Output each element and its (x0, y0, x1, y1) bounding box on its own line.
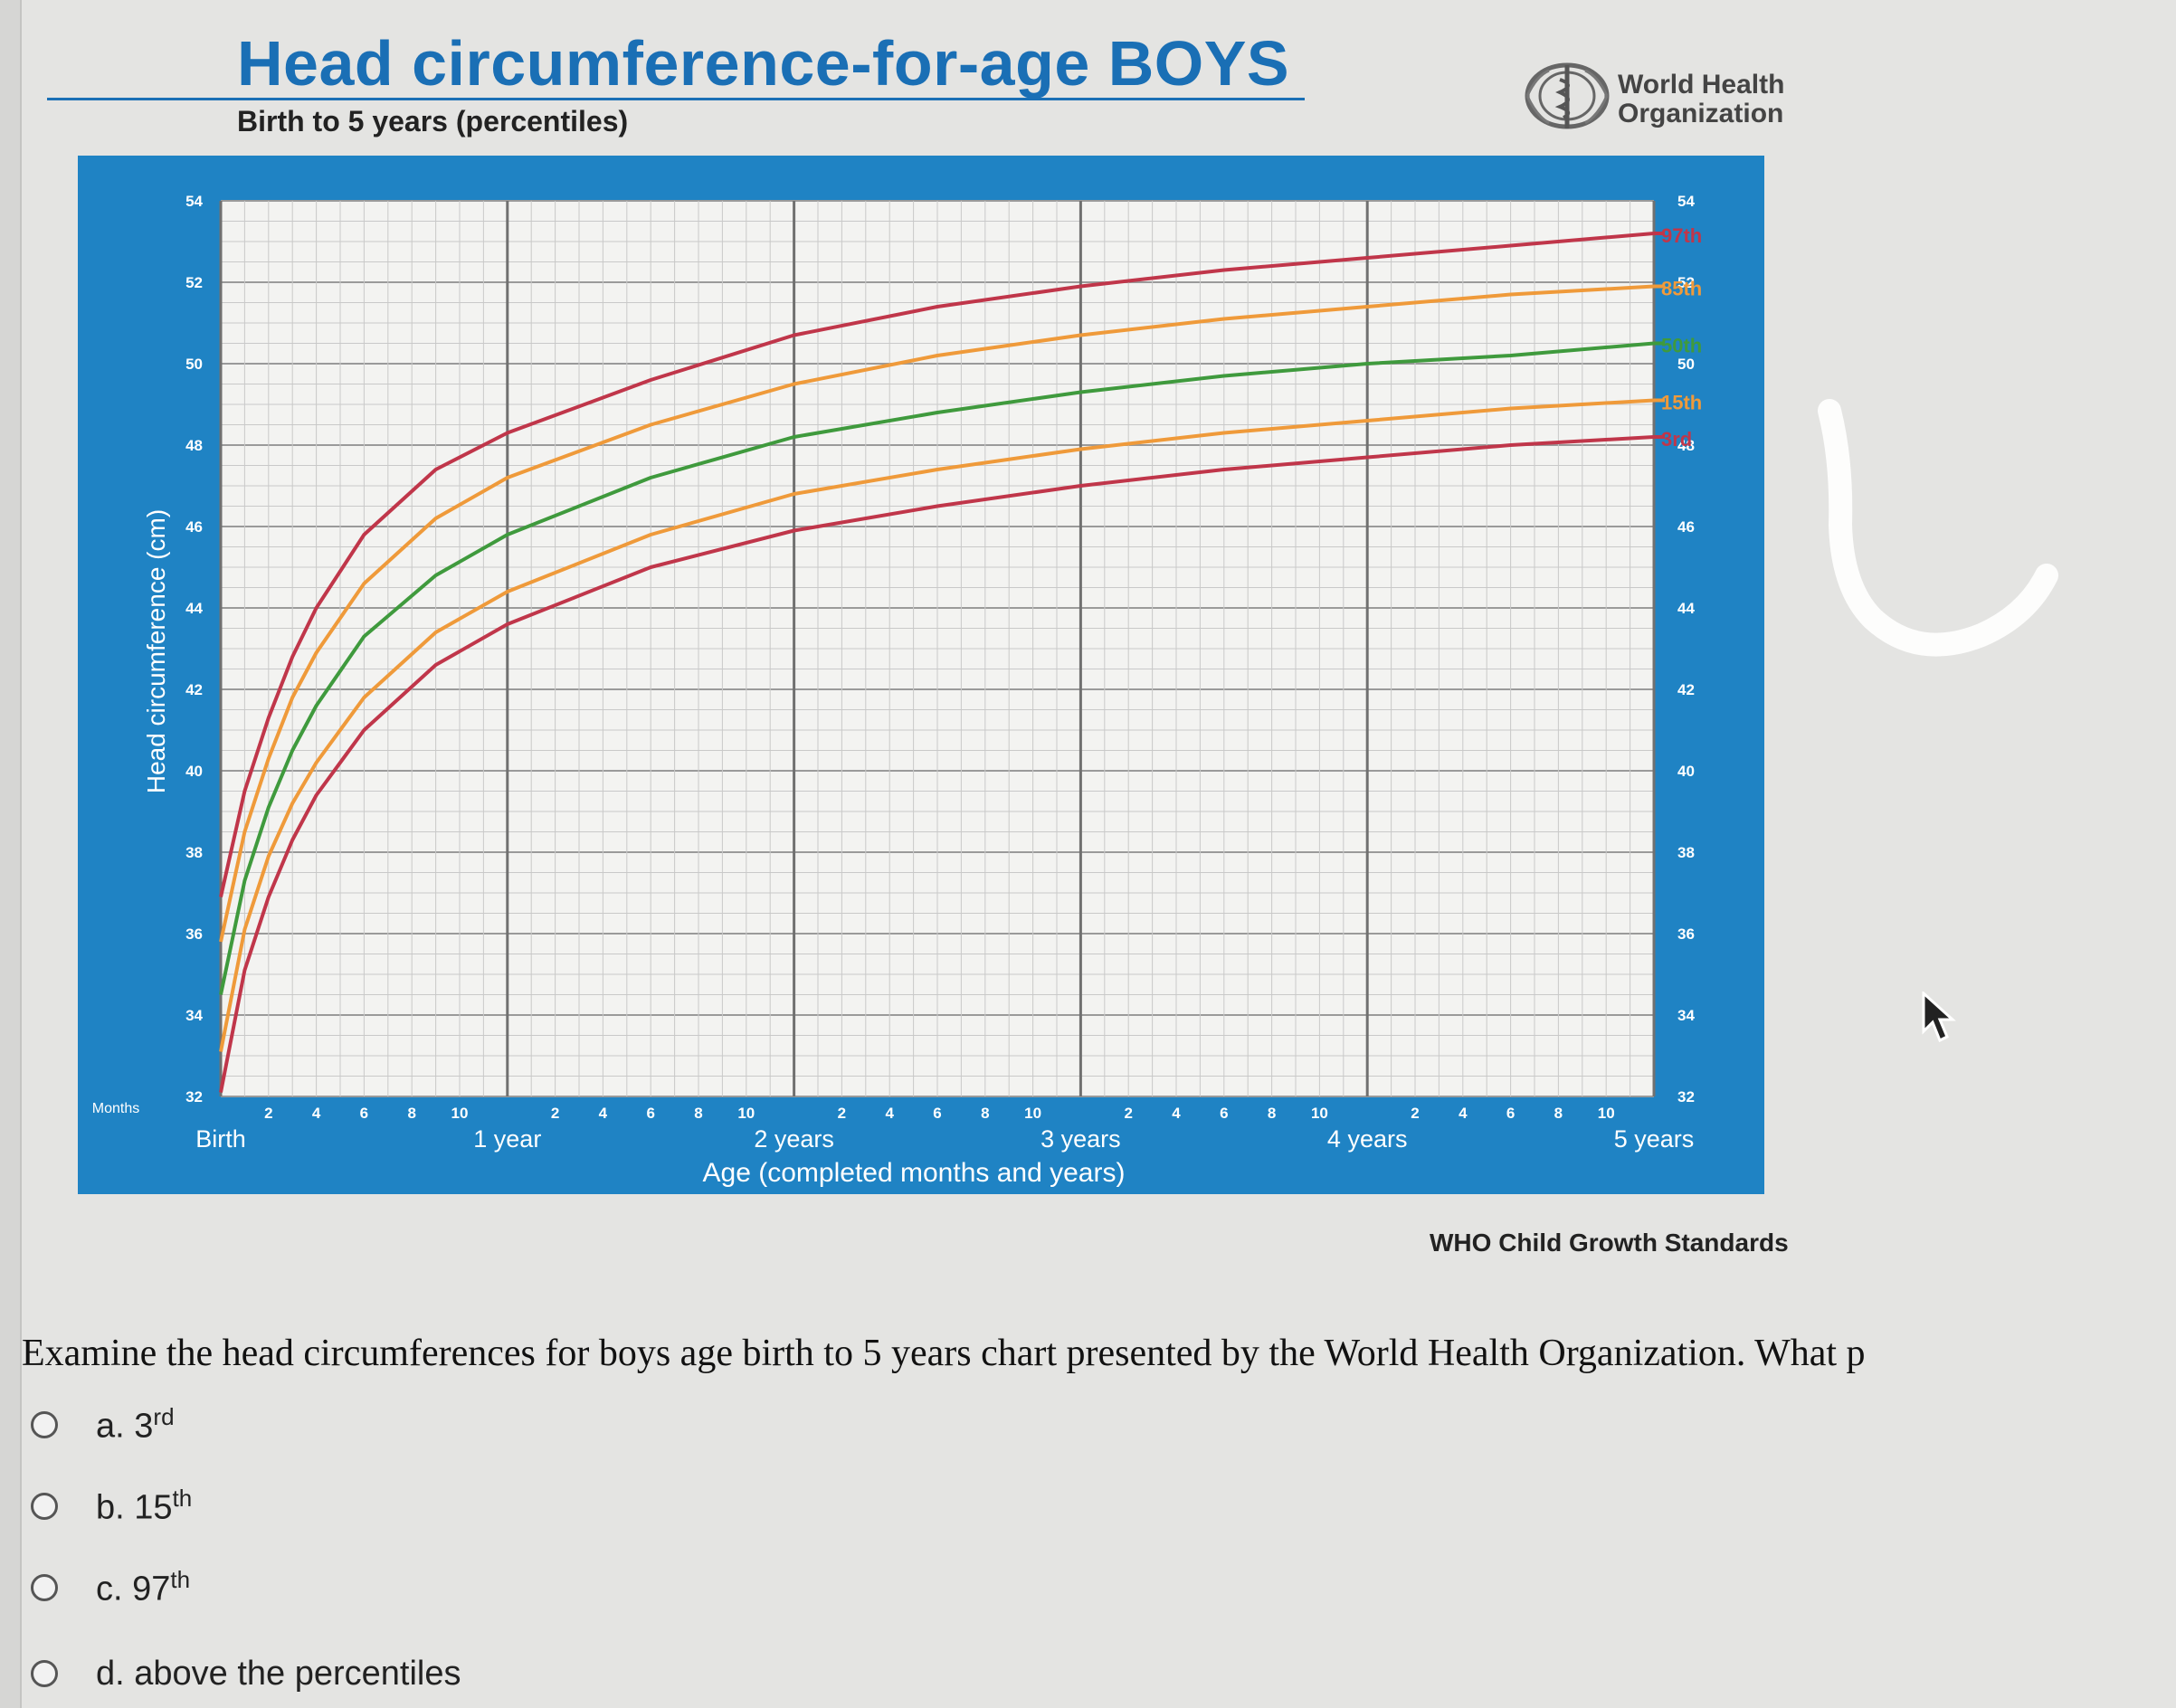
y-tick-label-right: 40 (1677, 763, 1695, 780)
answer-label-c: c. 97th (96, 1566, 191, 1608)
series-label-97th: 97th (1661, 224, 1702, 247)
x-tick-label: 6 (1506, 1105, 1515, 1122)
x-tick-label: 10 (451, 1105, 469, 1122)
y-tick-label-right: 38 (1677, 844, 1695, 861)
answer-option-a[interactable]: a. 3rd (31, 1398, 175, 1452)
x-tick-label: 2 (264, 1105, 272, 1122)
y-tick-label-right: 44 (1677, 600, 1695, 617)
year-label: Birth (195, 1125, 246, 1153)
organization-name: World Health Organization (1618, 71, 1784, 128)
x-tick-label: 6 (933, 1105, 941, 1122)
answer-option-d[interactable]: d. above the percentiles (31, 1646, 461, 1701)
series-line-3rd (219, 435, 1655, 1093)
question-text: Examine the head circumferences for boys… (22, 1333, 1866, 1374)
y-tick-label-left: 50 (185, 356, 203, 373)
answer-option-c[interactable]: c. 97th (31, 1561, 190, 1615)
chart-credit: WHO Child Growth Standards (1430, 1229, 1789, 1257)
year-label: 2 years (754, 1125, 834, 1153)
y-tick-label-right: 50 (1677, 356, 1695, 373)
series-label-50th: 50th (1661, 335, 1702, 357)
x-tick-label: 4 (599, 1105, 608, 1122)
x-tick-label: 2 (551, 1105, 559, 1122)
answer-label-a: a. 3rd (96, 1403, 175, 1446)
y-tick-label-left: 36 (185, 925, 203, 943)
who-emblem-icon (1525, 62, 1610, 129)
series-line-50th (219, 341, 1655, 995)
mouse-pointer-icon (1922, 992, 1956, 1043)
x-tick-label: 4 (1459, 1105, 1468, 1122)
y-tick-label-left: 52 (185, 274, 203, 291)
x-tick-label: 6 (646, 1105, 654, 1122)
x-tick-label: 2 (1124, 1105, 1132, 1122)
x-tick-label: 6 (360, 1105, 368, 1122)
pen-scribble-mark (1818, 399, 2058, 657)
x-tick-label: 10 (1311, 1105, 1328, 1122)
x-tick-label: 2 (838, 1105, 846, 1122)
radio-button-b[interactable] (31, 1493, 58, 1520)
y-tick-label-right: 32 (1677, 1088, 1695, 1105)
y-tick-label-right: 54 (1677, 193, 1695, 210)
x-tick-label: 4 (312, 1105, 321, 1122)
year-label: 3 years (1040, 1125, 1121, 1153)
chart-subtitle: Birth to 5 years (percentiles) (237, 105, 629, 138)
y-tick-label-right: 42 (1677, 681, 1695, 698)
y-tick-label-right: 48 (1677, 437, 1695, 454)
chart-title: Head circumference-for-age BOYS (237, 28, 1290, 99)
answer-label-d: d. above the percentiles (96, 1654, 461, 1693)
x-tick-label: 8 (407, 1105, 415, 1122)
organization-name-line2: Organization (1618, 99, 1784, 128)
y-tick-label-left: 40 (185, 763, 203, 780)
organization-name-line1: World Health (1618, 70, 1785, 100)
y-tick-label-left: 54 (185, 193, 203, 210)
series-line-97th (219, 232, 1655, 897)
series-label-85th: 85th (1661, 278, 1702, 300)
y-tick-label-right: 36 (1677, 925, 1695, 943)
series-line-85th (219, 284, 1655, 943)
title-underline (47, 98, 1305, 100)
year-label: 1 year (473, 1125, 541, 1153)
y-axis-label: Head circumference (cm) (142, 509, 170, 793)
x-tick-label: 10 (1598, 1105, 1615, 1122)
y-tick-label-left: 34 (185, 1007, 203, 1024)
x-tick-label: 4 (885, 1105, 894, 1122)
series-label-3rd: 3rd (1661, 428, 1692, 451)
x-tick-label: 8 (981, 1105, 989, 1122)
y-tick-label-right: 52 (1677, 274, 1695, 291)
radio-button-a[interactable] (31, 1411, 58, 1438)
x-tick-label: 8 (694, 1105, 702, 1122)
x-tick-label: 6 (1220, 1105, 1228, 1122)
series-label-15th: 15th (1661, 392, 1702, 414)
x-axis-label: Age (completed months and years) (703, 1158, 1126, 1188)
x-tick-label: 8 (1268, 1105, 1276, 1122)
y-tick-label-left: 44 (185, 600, 203, 617)
y-tick-label-left: 42 (185, 681, 203, 698)
radio-button-d[interactable] (31, 1660, 58, 1687)
y-tick-label-right: 34 (1677, 1007, 1695, 1024)
year-label: 4 years (1327, 1125, 1408, 1153)
x-tick-label: 2 (1411, 1105, 1419, 1122)
x-tick-label: 10 (737, 1105, 755, 1122)
x-tick-label: 8 (1554, 1105, 1563, 1122)
year-label: 5 years (1614, 1125, 1695, 1153)
y-tick-label-left: 48 (185, 437, 203, 454)
radio-button-c[interactable] (31, 1574, 58, 1601)
screen-bezel (0, 0, 22, 1708)
answer-label-b: b. 15th (96, 1485, 193, 1527)
y-tick-label-left: 38 (185, 844, 203, 861)
y-tick-label-left: 46 (185, 518, 203, 536)
y-tick-label-right: 46 (1677, 518, 1695, 536)
series-line-15th (219, 398, 1655, 1052)
x-tick-label: 10 (1024, 1105, 1041, 1122)
y-tick-label-left: 32 (185, 1088, 203, 1105)
x-tick-label: 4 (1172, 1105, 1181, 1122)
months-label: Months (92, 1101, 139, 1116)
answer-option-b[interactable]: b. 15th (31, 1479, 192, 1533)
